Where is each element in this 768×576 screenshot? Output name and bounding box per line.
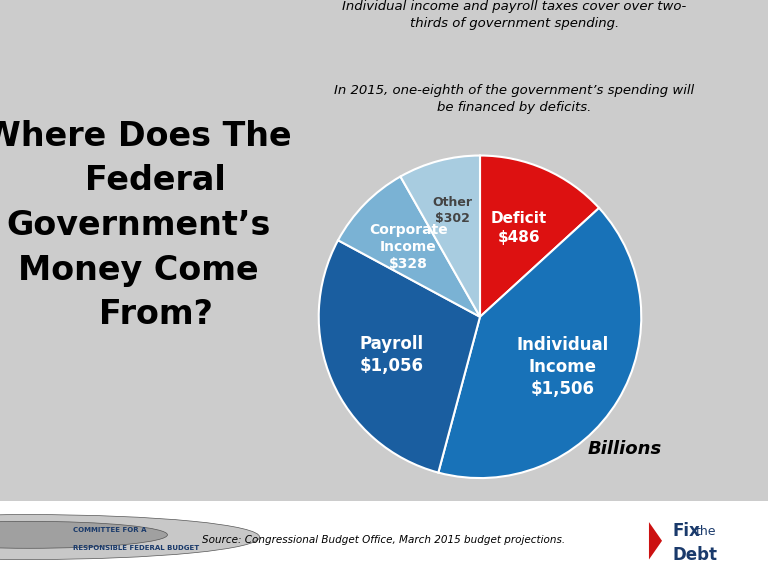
Text: Where Does The
   Federal
Government’s
Money Come
   From?: Where Does The Federal Government’s Mone… xyxy=(0,120,292,331)
Text: Other
$302: Other $302 xyxy=(432,196,472,225)
Wedge shape xyxy=(480,156,599,317)
Circle shape xyxy=(0,521,167,548)
Text: Deficit
$486: Deficit $486 xyxy=(491,211,547,245)
Text: Payroll
$1,056: Payroll $1,056 xyxy=(359,335,423,375)
Text: Corporate
Income
$328: Corporate Income $328 xyxy=(369,222,448,271)
Wedge shape xyxy=(338,176,480,317)
Text: Debt: Debt xyxy=(672,546,717,564)
Wedge shape xyxy=(400,156,480,317)
Text: the: the xyxy=(696,525,717,537)
Text: In 2015, one-eighth of the government’s spending will
be financed by deficits.: In 2015, one-eighth of the government’s … xyxy=(335,84,694,113)
Text: Source: Congressional Budget Office, March 2015 budget projections.: Source: Congressional Budget Office, Mar… xyxy=(203,535,565,545)
Text: Billions: Billions xyxy=(588,440,662,458)
Polygon shape xyxy=(649,522,662,559)
Text: COMMITTEE FOR A: COMMITTEE FOR A xyxy=(73,526,147,533)
Text: Individual income and payroll taxes cover over two-
thirds of government spendin: Individual income and payroll taxes cove… xyxy=(343,0,687,30)
Text: Individual
Income
$1,506: Individual Income $1,506 xyxy=(517,336,609,398)
Text: RESPONSIBLE FEDERAL BUDGET: RESPONSIBLE FEDERAL BUDGET xyxy=(73,544,199,551)
Circle shape xyxy=(0,514,260,559)
Wedge shape xyxy=(439,208,641,478)
Wedge shape xyxy=(319,240,480,472)
Text: Fix: Fix xyxy=(672,522,700,540)
